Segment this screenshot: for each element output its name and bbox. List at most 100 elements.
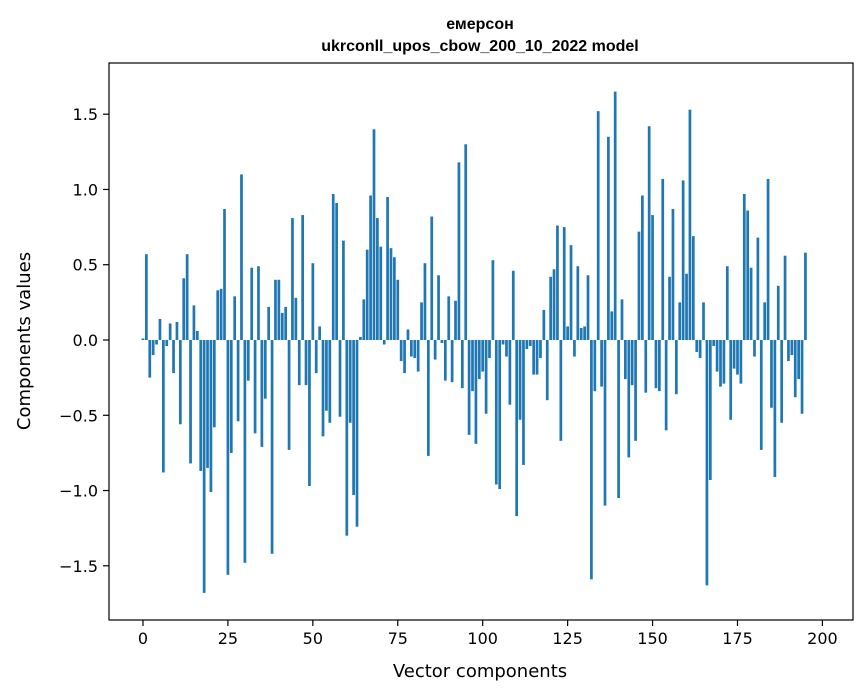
bar <box>573 339 576 357</box>
bar <box>246 339 250 381</box>
bar <box>274 279 277 340</box>
y-tick-label: 1.0 <box>73 180 98 199</box>
bar <box>725 266 729 340</box>
bar <box>284 306 288 340</box>
bar <box>681 180 685 340</box>
x-axis-label: Vector components <box>393 661 567 682</box>
bar <box>443 339 447 381</box>
bar <box>674 339 678 395</box>
bar <box>372 129 376 340</box>
bar <box>712 339 716 347</box>
bar <box>396 279 400 340</box>
bar <box>287 339 291 450</box>
bar <box>263 339 267 399</box>
bar <box>624 339 627 380</box>
bar <box>539 339 542 359</box>
bar <box>637 231 641 340</box>
bar <box>528 339 532 347</box>
plot-frame <box>108 62 854 621</box>
bar <box>359 336 362 340</box>
x-tick-label: 50 <box>303 629 323 648</box>
bar <box>195 330 199 340</box>
bar <box>199 339 203 471</box>
bar <box>501 339 505 345</box>
y-axis-label: Components values <box>14 252 35 430</box>
bar <box>793 339 797 398</box>
bar <box>654 339 658 389</box>
bar <box>658 339 661 392</box>
bar <box>780 339 784 423</box>
bar <box>569 245 573 340</box>
bar <box>695 339 699 353</box>
bar <box>661 178 665 340</box>
bar <box>593 339 597 392</box>
bar <box>379 246 383 340</box>
bar <box>736 339 739 375</box>
bar <box>491 260 495 340</box>
bar <box>257 266 260 340</box>
bar <box>406 329 410 340</box>
bar <box>804 252 807 340</box>
bar <box>291 218 294 340</box>
bar <box>192 305 196 340</box>
bar <box>206 339 209 468</box>
bar <box>389 248 393 340</box>
bar <box>162 339 165 473</box>
bar <box>749 267 753 340</box>
bar <box>413 339 417 359</box>
bar <box>457 162 461 340</box>
bar <box>783 255 787 340</box>
bar <box>590 339 593 580</box>
x-tick-label: 75 <box>388 629 408 648</box>
bar <box>325 339 328 411</box>
bar <box>155 339 158 345</box>
bar <box>185 254 189 340</box>
bar <box>430 216 434 340</box>
bar <box>393 257 396 340</box>
bar <box>216 290 220 340</box>
bar <box>600 339 603 387</box>
x-tick-label: 175 <box>722 629 753 648</box>
bar <box>613 91 617 340</box>
bar <box>583 326 586 340</box>
bar <box>484 339 488 414</box>
bar <box>277 279 281 340</box>
bar <box>308 339 311 487</box>
bar <box>505 339 508 357</box>
bar <box>522 339 525 465</box>
bar <box>525 339 529 350</box>
bar <box>498 339 502 490</box>
bar <box>233 296 237 340</box>
bar <box>212 339 216 428</box>
bar <box>348 339 352 423</box>
bar <box>651 215 654 340</box>
bar <box>664 339 668 431</box>
bar <box>165 339 169 347</box>
bar <box>759 339 763 450</box>
bar <box>467 339 471 435</box>
y-tick-label: −0.5 <box>59 406 98 425</box>
bar <box>209 339 213 493</box>
bar <box>515 339 519 517</box>
bar <box>607 136 610 340</box>
y-tick-label: −1.5 <box>59 557 98 576</box>
bar <box>494 339 498 485</box>
bar <box>433 339 437 360</box>
bar <box>708 339 712 480</box>
bar <box>481 339 485 372</box>
bar <box>474 339 478 444</box>
bar <box>556 225 559 340</box>
bar <box>579 327 583 340</box>
bar <box>715 339 719 372</box>
bar <box>630 339 634 386</box>
bar <box>342 240 345 340</box>
bar <box>338 339 342 417</box>
bar <box>464 144 468 340</box>
x-axis-ticks: 0 25 50 75 100 125 150 175 200 <box>138 620 838 648</box>
bar <box>634 339 637 441</box>
bar <box>362 299 366 340</box>
y-axis-ticks: −1.5 −1.0 −0.5 0.0 0.5 1.0 1.5 <box>59 105 109 576</box>
bar <box>511 270 515 340</box>
bar <box>477 339 481 380</box>
